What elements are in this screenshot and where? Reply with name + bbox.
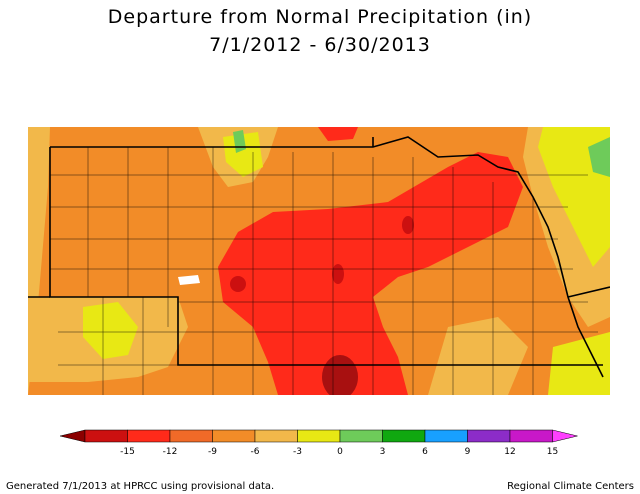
legend-tick-label: -3	[293, 447, 302, 457]
legend-tick-label: -9	[208, 447, 217, 457]
legend-cell	[254, 429, 298, 443]
zone-dark-red-central	[332, 264, 344, 284]
legend-cell	[127, 429, 171, 443]
legend-tick-label: -15	[120, 447, 135, 457]
zone-dark-red-west	[230, 276, 246, 292]
zone-dark-red-east	[402, 216, 414, 234]
map-subtitle: 7/1/2012 - 6/30/2013	[209, 34, 431, 56]
legend-cell	[212, 429, 256, 443]
legend-tick-label: 6	[422, 447, 428, 457]
legend-cell	[382, 429, 426, 443]
color-scale-legend: -15 -12 -9 -6 -3 0 3 6 9 12 15	[60, 429, 578, 457]
legend-cell	[424, 429, 468, 443]
state-boundaries	[28, 136, 610, 378]
legend-tick-label: 9	[465, 447, 471, 457]
map-title: Departure from Normal Precipitation (in)	[107, 6, 533, 28]
legend-tick-label: 0	[337, 447, 343, 457]
legend-cell	[297, 429, 341, 443]
zone-red-core	[218, 152, 523, 395]
legend-cell	[169, 429, 213, 443]
zone-red-north	[318, 127, 358, 141]
precipitation-departure-map	[28, 127, 610, 395]
zone-yellow-southwest	[83, 302, 138, 359]
zone-yellow-southeast	[548, 332, 610, 395]
legend-arrow-high	[552, 429, 578, 443]
legend-cell	[467, 429, 511, 443]
lake	[178, 275, 200, 285]
legend-tick-label: 12	[504, 447, 515, 457]
zone-green-northeast	[588, 137, 610, 177]
legend-tick-label: -12	[163, 447, 178, 457]
legend-cell	[509, 429, 553, 443]
legend-tick-label: 3	[380, 447, 386, 457]
regional-climate-centers-label: Regional Climate Centers	[507, 481, 634, 492]
legend-cell	[84, 429, 128, 443]
legend-tick-label: 15	[547, 447, 558, 457]
legend-arrow-low	[60, 429, 86, 443]
legend-cell	[339, 429, 383, 443]
generated-note: Generated 7/1/2013 at HPRCC using provis…	[6, 481, 275, 492]
legend-tick-label: -6	[251, 447, 260, 457]
